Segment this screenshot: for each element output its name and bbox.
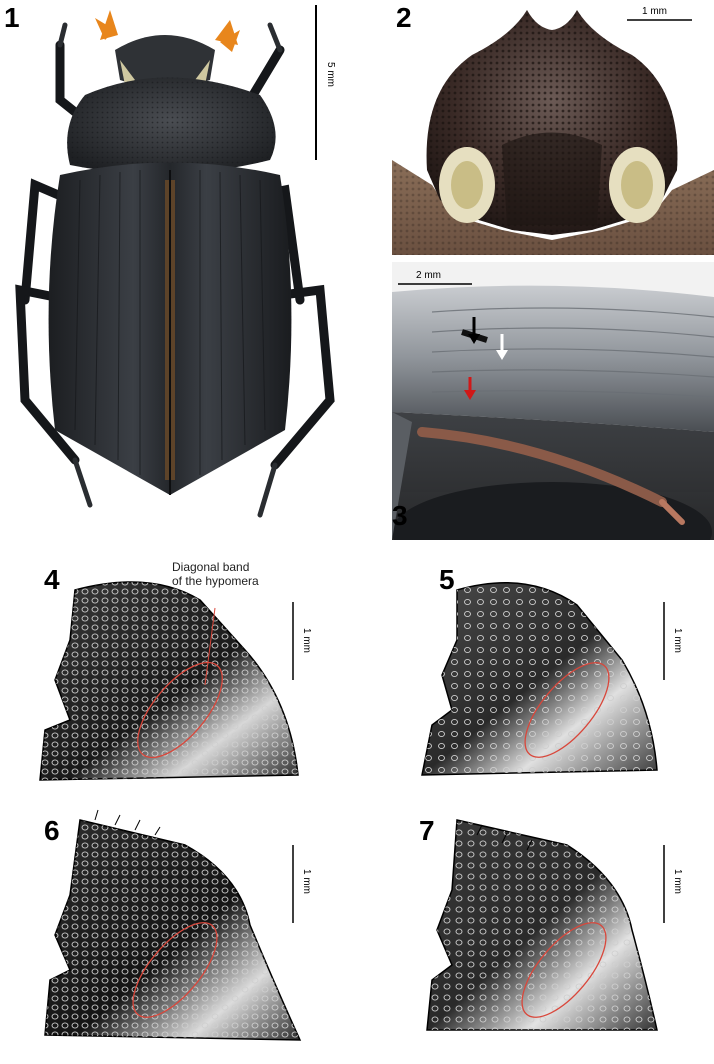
panel-2-label: 2 xyxy=(396,2,412,33)
panel-2-head-closeup: 2 1 mm xyxy=(392,0,714,255)
panel-4-scale-label: 1 mm xyxy=(301,628,312,653)
elytra-lateral-photo xyxy=(392,262,714,540)
panel-4-annotation-line1: Diagonal band xyxy=(172,560,250,574)
hypomeron-drawing xyxy=(44,809,302,1041)
panel-7-scale-label: 1 mm xyxy=(672,869,683,894)
beetle-dorsal-photo xyxy=(15,5,335,518)
panel-7-hypomeron: 7 1 mm xyxy=(357,805,714,1064)
hypomeron-drawing xyxy=(39,581,299,781)
panel-3-elytra-lateral: 3 2 mm xyxy=(392,262,714,540)
panel-7-label: 7 xyxy=(419,815,435,846)
panel-1-label: 1 xyxy=(4,2,20,33)
panel-6-scale-label: 1 mm xyxy=(301,869,312,894)
white-arrow-icon xyxy=(496,334,508,360)
panel-4-label: 4 xyxy=(44,564,60,595)
panel-6-label: 6 xyxy=(44,815,60,846)
panel-5-hypomeron: 5 1 mm xyxy=(357,560,714,805)
panel-4-annotation-line2: of the hypomera xyxy=(172,574,259,588)
head-closeup-photo xyxy=(392,0,714,255)
hypomeron-drawing xyxy=(421,582,665,776)
panel-1-scale-label: 5 mm xyxy=(325,62,336,87)
black-arrow-icon xyxy=(468,317,480,344)
panel-5-label: 5 xyxy=(439,564,455,595)
panel-6-hypomeron: 6 1 mm xyxy=(0,805,357,1064)
panel-2-scale-label: 1 mm xyxy=(642,6,667,17)
panel-1-beetle-dorsal: 1 5 mm xyxy=(0,0,380,540)
panel-4-hypomeron: 4 Diagonal band of the hypomera 1 mm xyxy=(0,560,357,805)
red-arrow-icon xyxy=(464,377,476,400)
hypomeron-drawing xyxy=(426,819,665,1031)
panel-3-scale-label: 2 mm xyxy=(416,270,441,281)
panel-3-label: 3 xyxy=(392,500,408,531)
panel-5-scale-label: 1 mm xyxy=(672,628,683,653)
